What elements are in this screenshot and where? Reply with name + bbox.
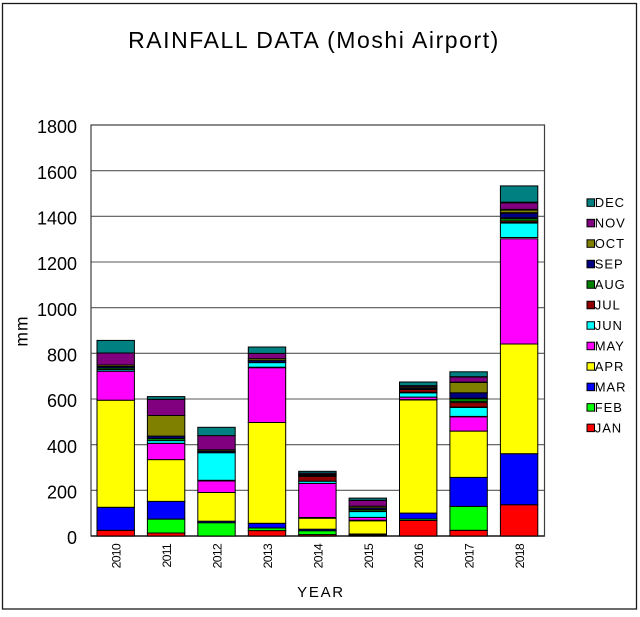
svg-text:1800: 1800 (37, 117, 77, 137)
svg-text:2013: 2013 (261, 543, 275, 568)
svg-text:800: 800 (47, 346, 77, 366)
svg-text:JUN: JUN (595, 318, 623, 333)
svg-text:AUG: AUG (595, 277, 626, 292)
svg-text:YEAR: YEAR (297, 584, 345, 601)
svg-text:NOV: NOV (595, 215, 626, 230)
svg-text:2016: 2016 (412, 543, 426, 568)
svg-text:FEB: FEB (595, 400, 623, 415)
svg-text:MAR: MAR (595, 379, 627, 394)
svg-text:2012: 2012 (211, 543, 225, 568)
svg-text:mm: mm (12, 315, 32, 346)
svg-text:1200: 1200 (37, 254, 77, 274)
svg-text:MAY: MAY (595, 338, 625, 353)
svg-text:JAN: JAN (595, 420, 622, 435)
svg-text:1400: 1400 (37, 209, 77, 229)
svg-text:SEP: SEP (595, 256, 624, 271)
svg-text:JUL: JUL (595, 297, 621, 312)
svg-text:2014: 2014 (311, 543, 325, 568)
svg-text:OCT: OCT (595, 236, 625, 251)
svg-text:2011: 2011 (160, 543, 174, 567)
svg-text:RAINFALL DATA (Moshi Airport): RAINFALL DATA (Moshi Airport) (128, 27, 500, 53)
svg-text:2017: 2017 (463, 543, 477, 568)
svg-text:2018: 2018 (513, 543, 527, 568)
svg-text:1600: 1600 (37, 163, 77, 183)
svg-text:400: 400 (47, 437, 77, 457)
svg-text:1000: 1000 (37, 300, 77, 320)
svg-text:APR: APR (595, 359, 624, 374)
svg-text:DEC: DEC (595, 195, 625, 210)
svg-text:2010: 2010 (110, 543, 124, 568)
svg-text:200: 200 (47, 483, 77, 503)
svg-text:2015: 2015 (362, 543, 376, 568)
svg-text:0: 0 (67, 528, 77, 548)
svg-text:600: 600 (47, 391, 77, 411)
